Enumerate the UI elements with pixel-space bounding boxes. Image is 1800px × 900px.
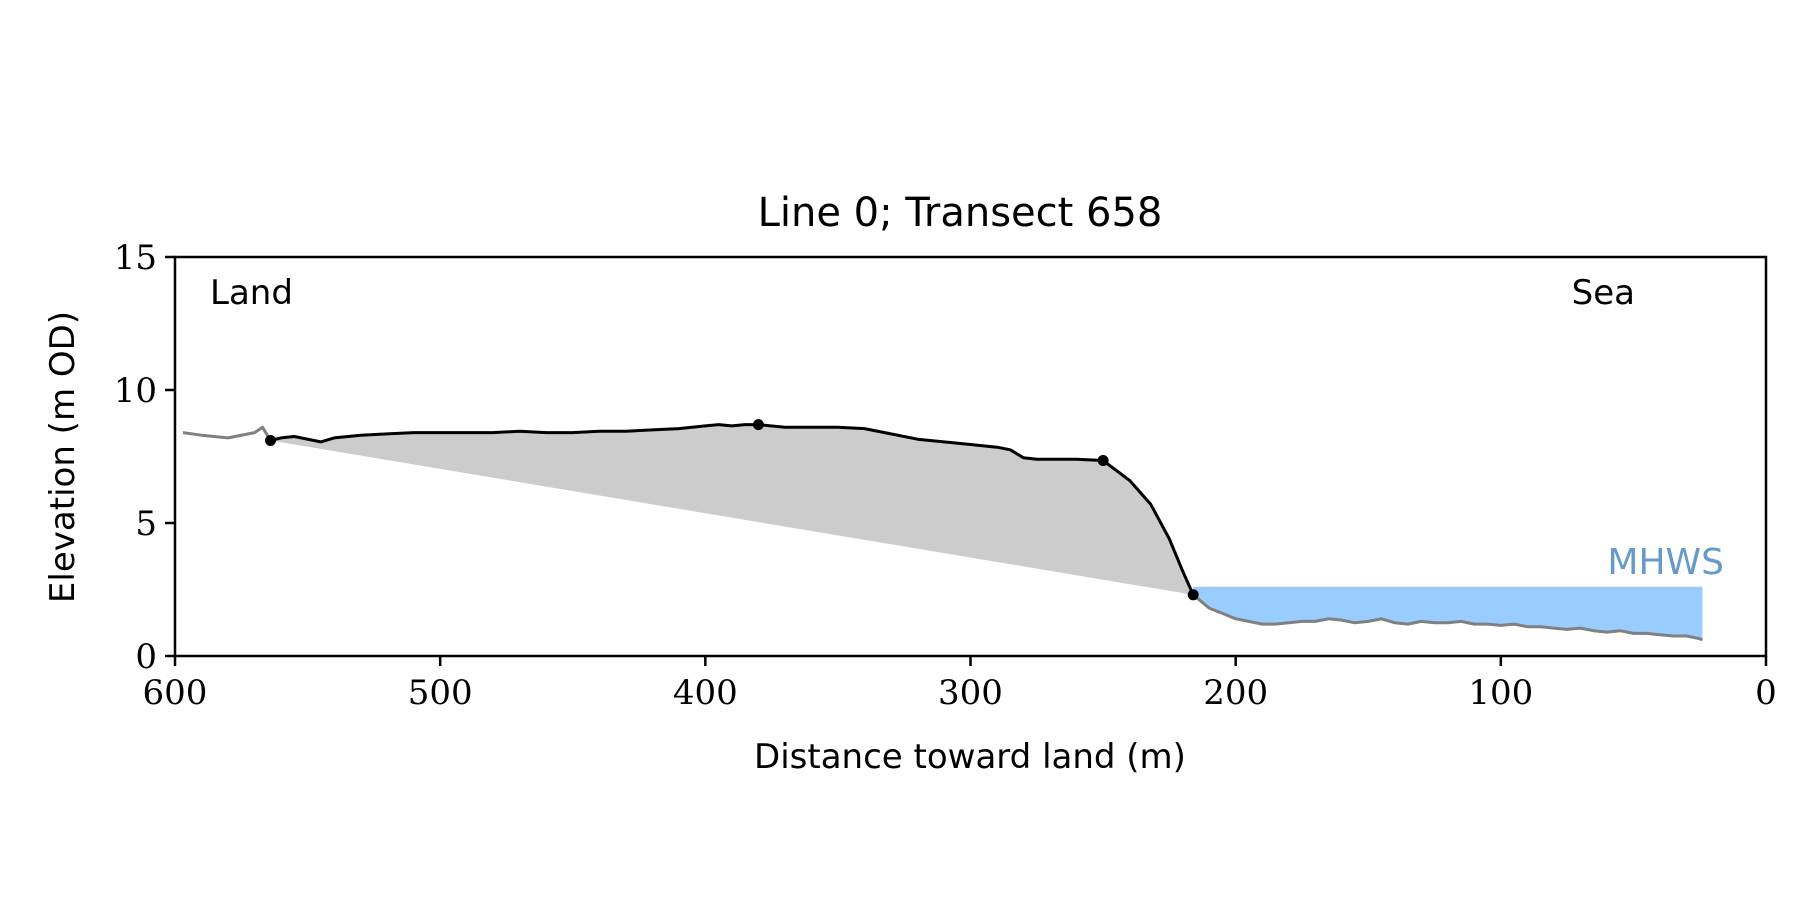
profile-landward-outside <box>182 425 272 442</box>
key-point-marker <box>1097 455 1109 466</box>
x-tick-label: 400 <box>673 673 738 713</box>
x-axis: 600 500 400 300 200 100 0 <box>143 656 1777 713</box>
y-axis: 0 5 10 15 <box>114 238 175 677</box>
y-tick-label: 10 <box>114 371 157 411</box>
chart-title: Line 0; Transect 658 <box>758 190 1163 236</box>
sea-label: Sea <box>1572 273 1635 313</box>
x-tick-label: 300 <box>938 673 1003 713</box>
land-label: Land <box>210 273 293 313</box>
x-tick-label: 600 <box>143 673 208 713</box>
x-axis-label: Distance toward land (m) <box>754 737 1186 777</box>
x-tick-label: 100 <box>1468 673 1533 713</box>
y-tick-label: 5 <box>135 504 157 544</box>
key-point-marker <box>1187 589 1199 601</box>
plot-layers <box>182 419 1704 642</box>
profile-seaward-outside <box>1192 593 1704 642</box>
x-tick-label: 500 <box>408 673 473 713</box>
x-tick-label: 0 <box>1755 673 1777 713</box>
mhws-label: MHWS <box>1607 542 1724 583</box>
key-point-marker <box>265 435 276 446</box>
x-tick-label: 200 <box>1203 673 1268 713</box>
profile-line <box>270 423 1195 596</box>
key-point-marker <box>752 419 764 431</box>
y-tick-label: 15 <box>114 238 157 278</box>
eroded-area-fill <box>270 424 1194 595</box>
y-axis-label: Elevation (m OD) <box>43 311 83 603</box>
water-below-mhws <box>1193 586 1703 640</box>
y-tick-label: 0 <box>135 637 157 677</box>
